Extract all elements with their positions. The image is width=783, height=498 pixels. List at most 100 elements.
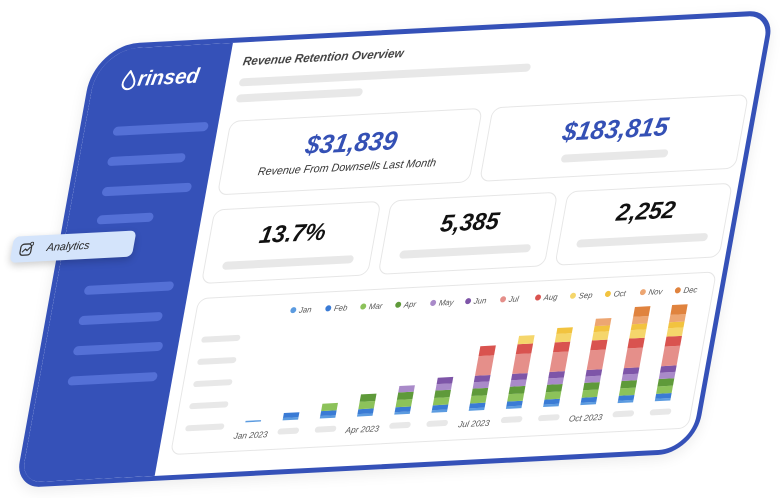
bar-segment-mar [656,385,673,394]
chart-icon [19,241,35,256]
sidebar-item[interactable] [78,311,164,326]
bar-segment-jul [474,355,495,376]
x-axis-placeholder [538,414,560,422]
legend-marker [570,292,576,299]
bar-segment-may [398,385,415,393]
bar-segment-aug [627,337,645,349]
bar-segment-mar [544,391,562,400]
bar-segment-jul [512,353,532,374]
bar-segment-nov [631,316,649,325]
dashboard-window: rinsed Revenue Retention Overview $31,83… [9,10,775,489]
legend-label: Apr [402,300,417,310]
bar-segment-nov [669,314,686,323]
bar-segment-apr [508,385,526,395]
x-axis-placeholder [314,425,337,433]
bar-segment-jul [661,345,681,367]
main-content: Revenue Retention Overview $31,839 Reven… [155,15,769,476]
sidebar-item[interactable] [72,341,164,356]
bar-segment-oct [667,321,685,329]
x-tick-label: Oct 2023 [568,412,604,424]
legend-label: Mar [368,301,383,311]
legend-marker [325,305,332,312]
sidebar-item[interactable] [106,153,187,167]
sidebar-item[interactable] [83,281,175,295]
x-tick-label: Apr 2023 [344,423,381,435]
x-axis-placeholder [277,427,300,435]
bar-segment-may [584,375,602,383]
legend-label: Jun [472,296,488,306]
bar-segment-may [547,377,564,385]
bar-segment-jun [436,376,454,385]
bar-segment-apr [582,382,600,391]
bar-segment-feb [357,408,374,415]
legend-marker [360,303,367,310]
droplet-icon [121,69,136,91]
bar-segment-may [621,373,639,381]
bar-segment-jan [617,399,634,404]
legend-marker [500,296,507,303]
y-axis-placeholder [193,379,233,387]
x-axis-placeholder [612,410,635,418]
bar-segment-apr [396,391,414,400]
y-axis-placeholder [201,334,241,343]
bar-segment-dec [670,304,688,315]
bar-segment-feb [469,402,486,409]
bar-segment-feb [617,394,635,401]
sidebar-item[interactable] [112,121,210,136]
page-title: Revenue Retention Overview [241,45,405,69]
bar-segment-jan [245,420,262,423]
sidebar-item-analytics[interactable]: Analytics [9,230,137,263]
stacked-bar-chart: Jan Feb Mar Apr May Jun Jul Aug Sep Oct Nov Dec Jan … [185,285,698,441]
bar-segment-nov [594,317,612,327]
legend-label: Jul [507,294,520,304]
bar-segment-dec [633,306,651,317]
y-axis-placeholder [185,423,225,432]
bar-segment-apr [545,384,563,393]
bar-segment-sep [517,335,535,345]
legend-marker [535,294,541,301]
bar-segment-apr [620,380,638,389]
sidebar-item[interactable] [67,371,159,386]
bar-segment-mar [432,397,450,406]
bar-segment-feb [320,410,337,417]
kpi-value: 5,385 [438,207,502,238]
bar-segment-jan [356,413,373,417]
bar-segment-feb [506,400,523,407]
bar-segment-oct [593,325,611,333]
bar-segment-mar [358,400,376,410]
bar-segment-jun [511,373,528,381]
bar-segment-oct [630,323,648,331]
y-axis-placeholder [197,357,237,365]
placeholder-line [575,232,709,248]
bar-segment-may [472,381,490,389]
bar-segment-jan [580,401,597,406]
bar-segment-jun [622,367,640,375]
kpi-card: 5,385 [377,191,559,275]
kpi-value: 2,252 [614,196,678,227]
bar-segment-feb [394,406,412,413]
sidebar-item[interactable] [96,212,155,225]
legend-label: Feb [333,303,349,313]
bar-segment-aug [515,343,534,355]
sidebar-item[interactable] [101,182,193,197]
x-axis-placeholder [649,408,672,416]
bar-segment-mar [321,402,338,412]
bar-segment-jul [623,347,643,369]
bar-segment-sep [666,327,684,337]
kpi-value: 13.7% [257,218,329,250]
bar-segment-aug [664,335,682,347]
window-frame: rinsed Revenue Retention Overview $31,83… [14,10,775,489]
bar-segment-jan [431,409,448,413]
sidebar: rinsed [20,42,233,483]
bar-segment-aug [590,339,608,351]
bar-segment-apr [359,393,377,402]
bar-segment-jan [654,397,671,402]
bar-segment-sep [592,331,610,341]
bar-segment-mar [507,393,525,402]
placeholder-line [221,255,355,270]
bar-segment-apr [471,387,489,397]
bar-segment-may [435,383,453,391]
bar-segment-sep [629,329,647,339]
kpi-card: 2,252 [554,182,733,266]
bar-segment-feb [655,393,672,399]
